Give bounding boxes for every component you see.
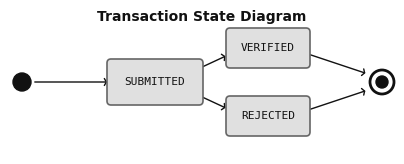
Circle shape	[13, 73, 31, 91]
Text: REJECTED: REJECTED	[241, 111, 295, 121]
Text: SUBMITTED: SUBMITTED	[124, 77, 185, 87]
FancyBboxPatch shape	[107, 59, 203, 105]
FancyBboxPatch shape	[226, 96, 310, 136]
Circle shape	[370, 70, 394, 94]
Circle shape	[376, 76, 388, 88]
Text: VERIFIED: VERIFIED	[241, 43, 295, 53]
FancyBboxPatch shape	[226, 28, 310, 68]
Text: Transaction State Diagram: Transaction State Diagram	[97, 10, 307, 24]
